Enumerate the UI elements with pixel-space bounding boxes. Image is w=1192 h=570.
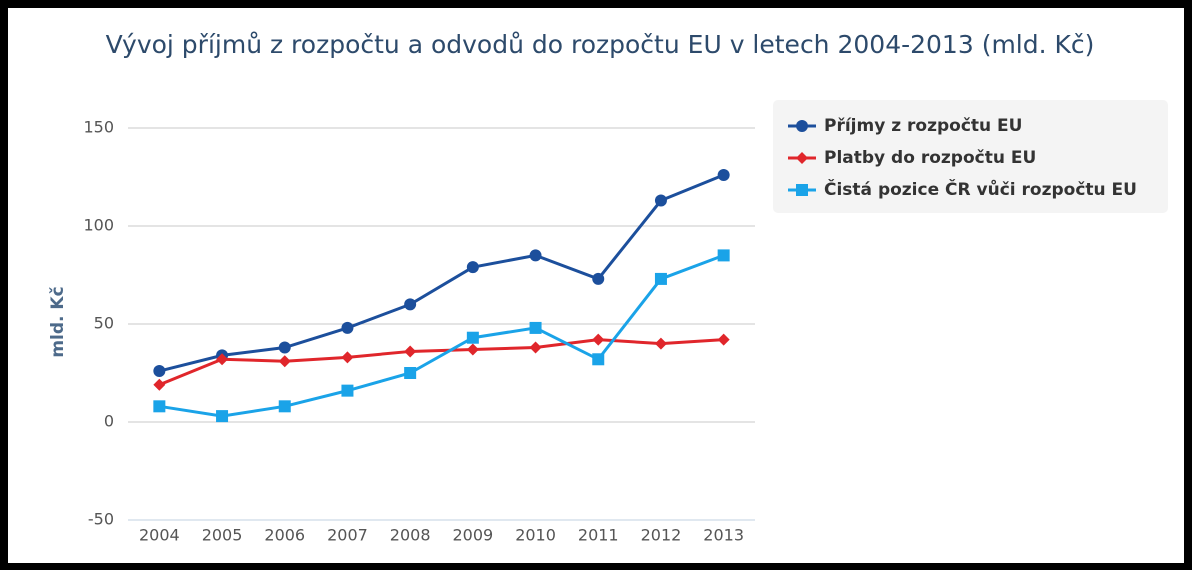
point xyxy=(153,365,166,378)
point xyxy=(717,249,730,262)
point xyxy=(654,272,667,285)
point xyxy=(278,400,291,413)
series-line xyxy=(158,173,725,373)
point xyxy=(592,272,605,285)
x-tick-label: 2006 xyxy=(264,526,305,545)
x-tick-label: 2012 xyxy=(641,526,682,545)
point xyxy=(278,355,291,368)
point xyxy=(592,333,605,346)
point xyxy=(278,341,291,354)
point xyxy=(717,169,730,182)
y-tick-label: 0 xyxy=(104,412,114,431)
point xyxy=(654,194,667,207)
point xyxy=(341,321,354,334)
x-tick-label: 2013 xyxy=(703,526,744,545)
legend-marker xyxy=(796,152,808,164)
chart-title: Vývoj příjmů z rozpočtu a odvodů do rozp… xyxy=(105,30,1095,59)
series-line xyxy=(158,338,724,387)
point xyxy=(717,333,730,346)
point xyxy=(404,345,417,358)
x-tick-label: 2010 xyxy=(515,526,556,545)
series-line xyxy=(159,253,725,418)
x-tick-label: 2007 xyxy=(327,526,368,545)
point xyxy=(216,353,229,366)
point xyxy=(341,384,354,397)
legend-marker xyxy=(796,120,808,132)
y-tick-label: 100 xyxy=(83,216,114,235)
legend-label: Platby do rozpočtu EU xyxy=(824,148,1036,168)
y-tick-label: -50 xyxy=(88,510,114,529)
point xyxy=(466,261,479,274)
point xyxy=(529,321,542,334)
point xyxy=(654,337,667,350)
y-axis-label: mld. Kč xyxy=(48,286,68,357)
point xyxy=(529,249,542,262)
x-tick-label: 2011 xyxy=(578,526,619,545)
legend-box xyxy=(773,100,1168,213)
point xyxy=(404,298,417,311)
point xyxy=(529,341,542,354)
point xyxy=(216,410,229,423)
legend-marker xyxy=(796,184,808,196)
x-tick-label: 2008 xyxy=(390,526,431,545)
point xyxy=(404,367,417,379)
point xyxy=(341,351,354,364)
x-tick-label: 2009 xyxy=(452,526,493,545)
point xyxy=(153,378,166,391)
x-tick-label: 2004 xyxy=(139,526,180,545)
point xyxy=(592,353,605,366)
legend-label: Příjmy z rozpočtu EU xyxy=(824,116,1022,136)
point xyxy=(466,331,479,344)
point xyxy=(153,400,166,413)
y-tick-label: 50 xyxy=(94,314,114,333)
x-tick-label: 2005 xyxy=(202,526,243,545)
legend-label: Čistá pozice ČR vůči rozpočtu EU xyxy=(824,178,1137,200)
y-tick-label: 150 xyxy=(83,118,114,137)
point xyxy=(466,343,479,356)
